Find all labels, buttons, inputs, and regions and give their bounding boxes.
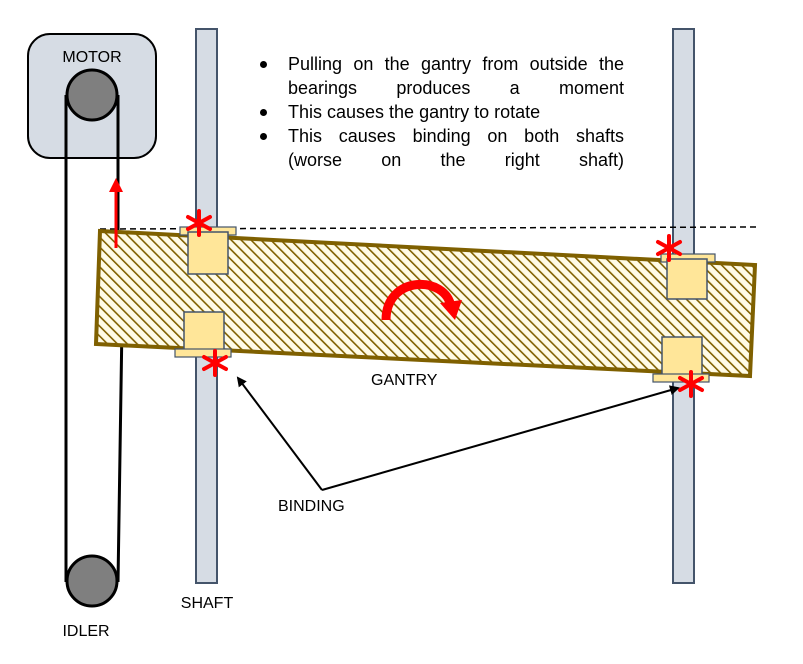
binding-star-icon <box>678 370 704 398</box>
motor-label: MOTOR <box>62 49 121 66</box>
pull-arrow-icon <box>109 178 123 248</box>
rotation-arrow-icon <box>381 280 462 321</box>
motor-pulley <box>65 68 119 122</box>
right-lower-bearing <box>652 336 710 383</box>
left-upper-bearing <box>179 226 237 275</box>
binding-star-icon <box>656 234 682 262</box>
gantry-label: GANTRY <box>371 372 438 389</box>
left-lower-bearing <box>174 311 232 358</box>
binding-star-icon <box>202 349 228 377</box>
binding-callout-line <box>236 376 323 491</box>
binding-label: BINDING <box>278 498 345 515</box>
binding-callout-line <box>321 385 680 491</box>
gantry <box>93 228 758 379</box>
note-item: This causes the gantry to rotate <box>258 100 624 124</box>
note-item: Pulling on the gantry from outside the b… <box>258 52 624 100</box>
idler-pulley <box>65 554 119 608</box>
right-upper-bearing <box>660 253 716 300</box>
note-item: This causes binding on both shafts (wors… <box>258 124 624 172</box>
binding-star-icon <box>186 209 212 237</box>
idler-label: IDLER <box>62 623 109 640</box>
notes-list: Pulling on the gantry from outside the b… <box>258 52 624 172</box>
belt-idler-right <box>116 322 146 583</box>
shaft-label: SHAFT <box>181 595 234 612</box>
